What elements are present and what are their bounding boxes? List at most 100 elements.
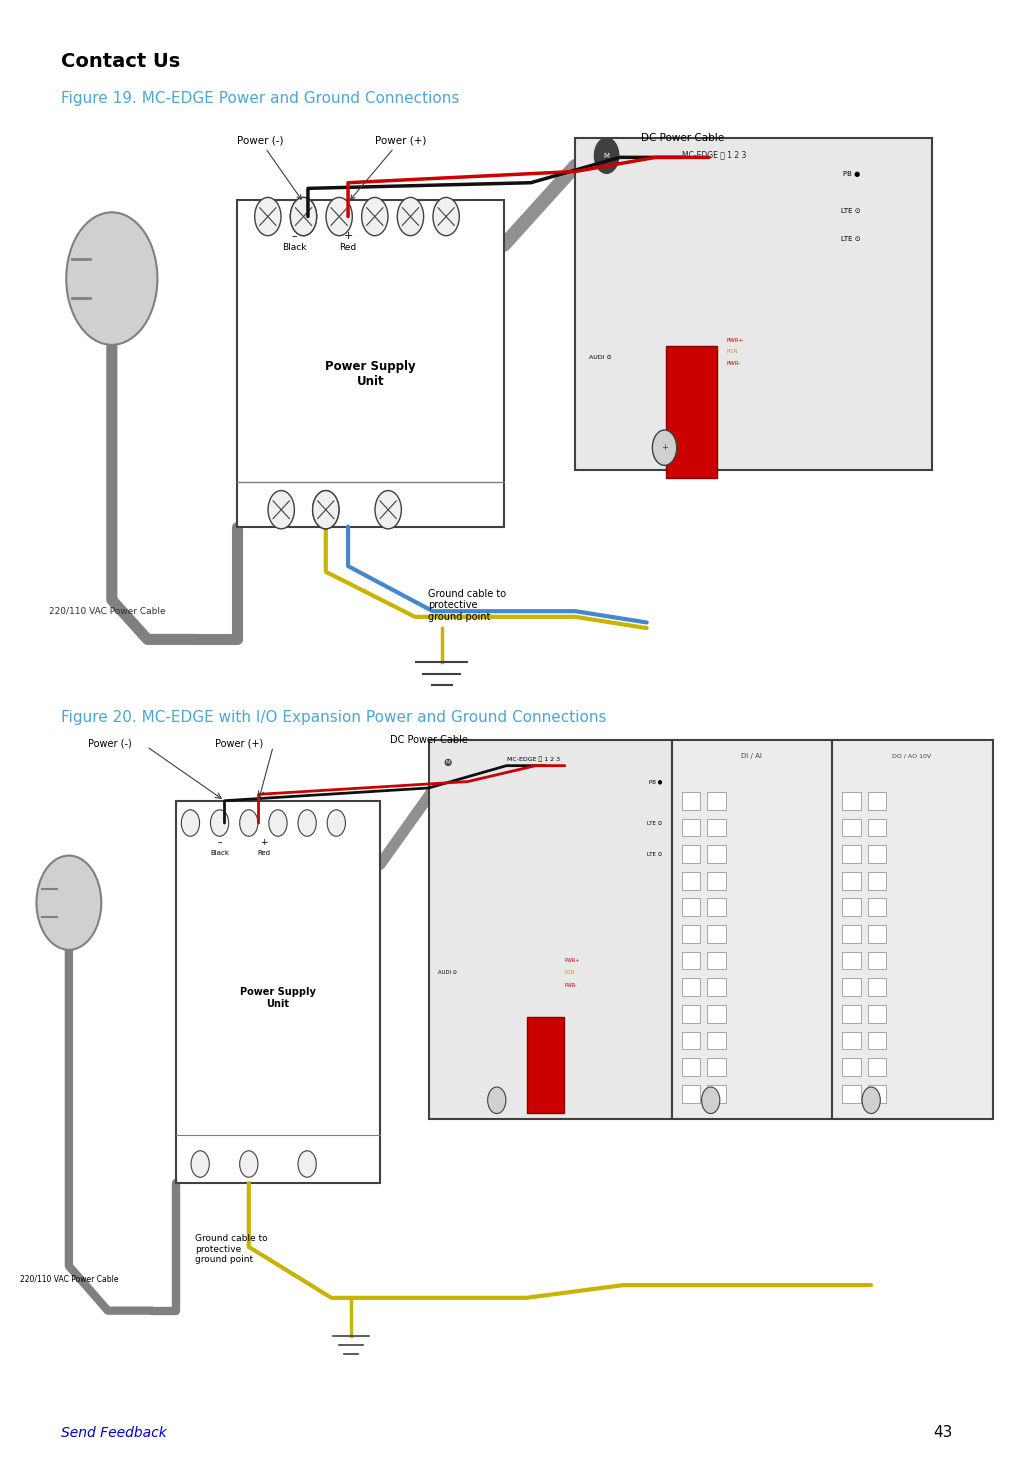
Text: PWR-: PWR- — [727, 361, 742, 365]
Circle shape — [181, 810, 200, 836]
Bar — [833, 740, 993, 1119]
Circle shape — [291, 197, 317, 236]
Bar — [672, 740, 833, 1119]
Text: PGN: PGN — [727, 349, 738, 355]
Bar — [682, 871, 700, 889]
Bar — [868, 871, 886, 889]
Bar — [843, 818, 861, 836]
Bar — [707, 792, 725, 810]
Bar — [707, 871, 725, 889]
Circle shape — [268, 490, 295, 528]
Bar — [843, 898, 861, 916]
Text: MC-EDGE ⏻ 1 2 3: MC-EDGE ⏻ 1 2 3 — [683, 150, 747, 159]
Text: LTE ⊙: LTE ⊙ — [647, 852, 663, 857]
Bar — [682, 898, 700, 916]
Bar — [843, 924, 861, 942]
Text: Red: Red — [257, 849, 269, 855]
Text: DC Power Cable: DC Power Cable — [641, 132, 724, 143]
Circle shape — [240, 810, 258, 836]
Bar — [707, 1085, 725, 1103]
Bar — [707, 1032, 725, 1050]
Bar — [682, 792, 700, 810]
Bar — [707, 979, 725, 997]
Bar — [843, 979, 861, 997]
Circle shape — [313, 490, 339, 528]
Text: Send Feedback: Send Feedback — [61, 1425, 166, 1440]
Circle shape — [595, 138, 619, 174]
Bar — [868, 818, 886, 836]
Bar — [428, 740, 672, 1119]
Bar — [843, 1058, 861, 1076]
Bar — [527, 1017, 563, 1113]
Bar — [682, 952, 700, 970]
Text: Power (-): Power (-) — [88, 739, 132, 748]
Text: Black: Black — [283, 243, 307, 252]
Circle shape — [862, 1086, 880, 1113]
Circle shape — [652, 430, 677, 465]
Circle shape — [487, 1086, 505, 1113]
Text: Figure 20. MC-EDGE with I/O Expansion Power and Ground Connections: Figure 20. MC-EDGE with I/O Expansion Po… — [61, 710, 606, 724]
Circle shape — [254, 197, 281, 236]
Text: Contact Us: Contact Us — [61, 52, 180, 71]
Text: LTE ⊙: LTE ⊙ — [647, 820, 663, 826]
Circle shape — [326, 197, 353, 236]
Bar — [682, 1058, 700, 1076]
Text: 220/110 VAC Power Cable: 220/110 VAC Power Cable — [50, 606, 166, 615]
Circle shape — [36, 855, 101, 949]
Bar — [707, 898, 725, 916]
Bar — [707, 1058, 725, 1076]
Bar — [868, 898, 886, 916]
Text: Red: Red — [339, 243, 357, 252]
Text: PGN: PGN — [565, 970, 575, 976]
Circle shape — [375, 490, 401, 528]
Circle shape — [268, 810, 287, 836]
Text: M: M — [446, 760, 451, 765]
Text: PWR+: PWR+ — [565, 958, 580, 963]
Bar — [682, 979, 700, 997]
Circle shape — [327, 810, 345, 836]
Circle shape — [240, 1151, 258, 1178]
Text: AUDI ⊙: AUDI ⊙ — [589, 355, 612, 361]
Circle shape — [298, 1151, 316, 1178]
Text: DI / AI: DI / AI — [742, 754, 762, 760]
Bar — [843, 1005, 861, 1023]
Text: Power Supply
Unit: Power Supply Unit — [325, 361, 415, 389]
Bar — [682, 845, 700, 863]
Bar — [707, 924, 725, 942]
Text: AUDI ⊙: AUDI ⊙ — [439, 970, 458, 976]
Circle shape — [397, 197, 423, 236]
Bar — [843, 871, 861, 889]
Bar — [682, 1032, 700, 1050]
Bar — [868, 1005, 886, 1023]
Circle shape — [362, 197, 388, 236]
Text: +: + — [343, 231, 353, 241]
Text: PWR+: PWR+ — [727, 339, 745, 343]
Text: DC Power Cable: DC Power Cable — [390, 735, 468, 745]
Text: LTE ⊙: LTE ⊙ — [841, 208, 861, 213]
Text: Black: Black — [210, 849, 229, 855]
Text: Ground cable to
protective
ground point: Ground cable to protective ground point — [196, 1234, 267, 1264]
Circle shape — [298, 810, 316, 836]
Bar — [843, 792, 861, 810]
Bar — [707, 845, 725, 863]
Text: PWR-: PWR- — [565, 983, 577, 988]
Bar — [237, 200, 504, 527]
Text: Power (-): Power (-) — [237, 135, 301, 199]
Text: 43: 43 — [933, 1425, 952, 1440]
Bar — [707, 818, 725, 836]
Text: Power (+): Power (+) — [215, 739, 263, 748]
Bar — [707, 1005, 725, 1023]
Bar — [575, 137, 932, 470]
Bar — [868, 1085, 886, 1103]
Text: M: M — [604, 153, 610, 159]
Bar — [843, 1032, 861, 1050]
Bar — [843, 1085, 861, 1103]
Bar — [707, 952, 725, 970]
Circle shape — [291, 197, 317, 236]
Text: 220/110 VAC Power Cable: 220/110 VAC Power Cable — [20, 1275, 119, 1284]
Bar — [666, 346, 716, 478]
Bar — [682, 818, 700, 836]
Text: DO / AO 10V: DO / AO 10V — [892, 754, 932, 758]
Text: +: + — [661, 443, 668, 452]
Bar — [843, 845, 861, 863]
